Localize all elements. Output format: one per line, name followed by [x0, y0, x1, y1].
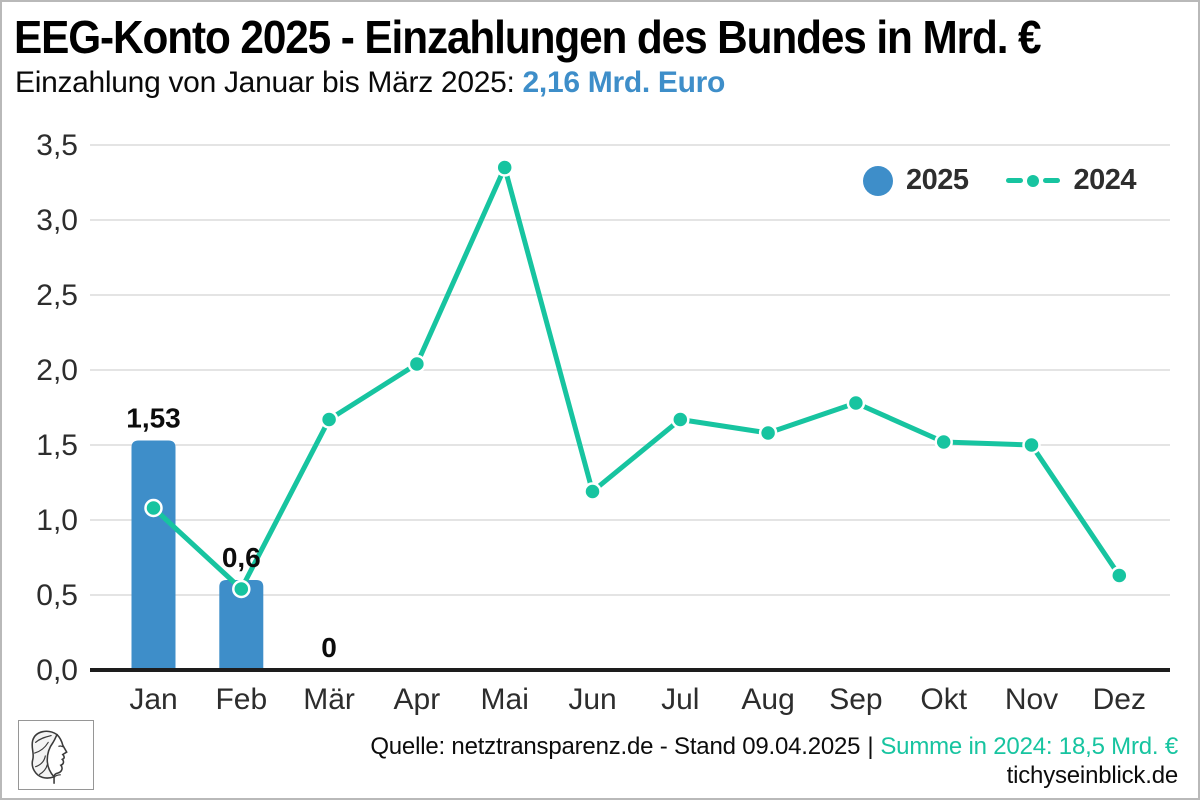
line-point-Aug	[758, 423, 778, 443]
line-2024	[151, 165, 1122, 592]
subtitle-highlight: 2,16 Mrd. Euro	[522, 66, 726, 99]
x-tick-label-Okt: Okt	[920, 683, 967, 716]
y-tick-label-3,0: 3,0	[36, 204, 78, 237]
site-name: tichyseinblick.de	[1006, 762, 1179, 789]
line-point-Dez	[1110, 566, 1129, 585]
footer: Quelle: netztransparenz.de - Stand 09.04…	[370, 732, 1178, 790]
x-tick-label-Jun: Jun	[568, 683, 616, 716]
line-point-Feb	[232, 579, 251, 599]
x-tick-label-Aug: Aug	[741, 683, 794, 716]
line-point-Nov	[1022, 435, 1041, 455]
y-tick-label-0,0: 0,0	[36, 654, 78, 687]
line-point-Sep	[846, 393, 866, 413]
subtitle-prefix: Einzahlung von Januar bis März 2025:	[15, 66, 523, 99]
x-tick-label-Mär: Mär	[303, 683, 355, 716]
x-tick-label-Nov: Nov	[1005, 683, 1058, 716]
y-tick-label-2,5: 2,5	[36, 279, 78, 312]
x-tick-label-Jan: Jan	[129, 683, 177, 716]
source-separator: |	[867, 733, 874, 760]
line-point-Apr	[407, 354, 427, 374]
line-point-Jan	[144, 498, 163, 518]
line-point-Jul	[671, 410, 690, 429]
bar-value-label-Jan: 1,53	[126, 403, 181, 434]
source-line: Quelle: netztransparenz.de - Stand 09.04…	[370, 732, 1178, 761]
x-tick-label-Dez: Dez	[1093, 683, 1146, 716]
bar-value-label-Feb: 0,6	[222, 542, 261, 573]
y-tick-label-0,5: 0,5	[36, 579, 78, 612]
y-tick-label-2,0: 2,0	[36, 354, 78, 387]
athena-head-icon	[31, 730, 68, 784]
x-tick-label-Sep: Sep	[829, 683, 882, 716]
legend-2024-line-swatch	[1006, 174, 1061, 187]
bar-value-label-Mär: 0	[321, 632, 337, 663]
legend-item-2025: 2025	[862, 164, 969, 197]
tichys-einblick-logo	[18, 720, 94, 790]
chart-subtitle: Einzahlung von Januar bis März 2025: 2,1…	[15, 66, 725, 100]
line-point-Mai	[495, 158, 514, 177]
line-point-Jun	[583, 482, 602, 501]
legend-2024-label: 2024	[1073, 164, 1136, 196]
line-point-Okt	[934, 432, 953, 452]
source-text: Quelle: netztransparenz.de - Stand 09.04…	[370, 733, 861, 760]
legend-item-2024: 2024	[1006, 164, 1136, 197]
x-tick-label-Jul: Jul	[661, 683, 699, 716]
x-tick-label-Apr: Apr	[394, 683, 441, 716]
chart-title: EEG-Konto 2025 - Einzahlungen des Bundes…	[14, 11, 1042, 63]
y-tick-label-1,5: 1,5	[36, 429, 78, 462]
sum-2024-text: Summe in 2024: 18,5 Mrd. €	[880, 733, 1178, 760]
legend: 2025 2024	[862, 164, 1136, 197]
bar-Jan	[131, 440, 176, 670]
legend-2025-label: 2025	[905, 164, 969, 196]
x-tick-label-Feb: Feb	[215, 683, 267, 716]
y-tick-label-3,5: 3,5	[36, 129, 78, 162]
y-tick-label-1,0: 1,0	[36, 504, 78, 537]
bar-Feb	[219, 580, 264, 670]
x-tick-label-Mai: Mai	[481, 683, 529, 716]
legend-2025-circle-swatch	[862, 165, 893, 196]
line-point-Mär	[319, 410, 339, 429]
